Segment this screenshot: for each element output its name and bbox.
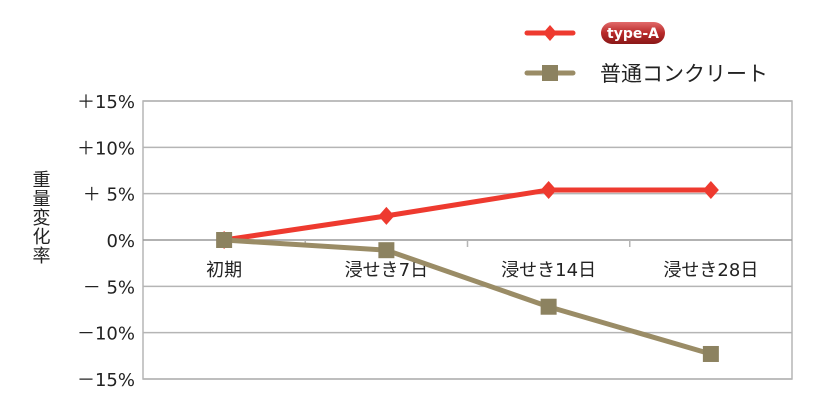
y-tick-label: 0%	[106, 231, 135, 252]
legend-label: 普通コンクリート	[600, 62, 768, 86]
legend-diamond-marker	[543, 25, 557, 41]
y-tick-label: －15%	[77, 370, 135, 391]
y-tick-label: －10%	[77, 324, 135, 345]
x-tick-label: 浸せき7日	[345, 260, 428, 281]
legend-square-marker	[542, 65, 558, 81]
y-tick-label: ＋10%	[77, 138, 135, 159]
y-tick-label: － 5%	[83, 277, 135, 298]
y-axis-label: 重量変化率	[30, 170, 51, 265]
x-tick-label: 浸せき14日	[501, 260, 596, 281]
y-tick-label: ＋15%	[77, 92, 135, 113]
type-a-badge	[601, 22, 665, 44]
data-point-square	[540, 298, 557, 315]
data-point-diamond	[702, 180, 719, 199]
series-line-0	[223, 187, 711, 243]
data-point-square	[702, 345, 719, 362]
data-point-square	[378, 242, 395, 259]
series-line-1	[223, 237, 712, 357]
data-point-diamond	[540, 180, 557, 199]
data-point-square	[216, 232, 233, 248]
y-tick-label: ＋ 5%	[83, 185, 135, 206]
x-tick-label: 初期	[206, 260, 242, 281]
data-point-diamond	[378, 206, 395, 225]
legend-label: type-A	[607, 26, 659, 42]
x-tick-label: 浸せき28日	[663, 260, 758, 281]
